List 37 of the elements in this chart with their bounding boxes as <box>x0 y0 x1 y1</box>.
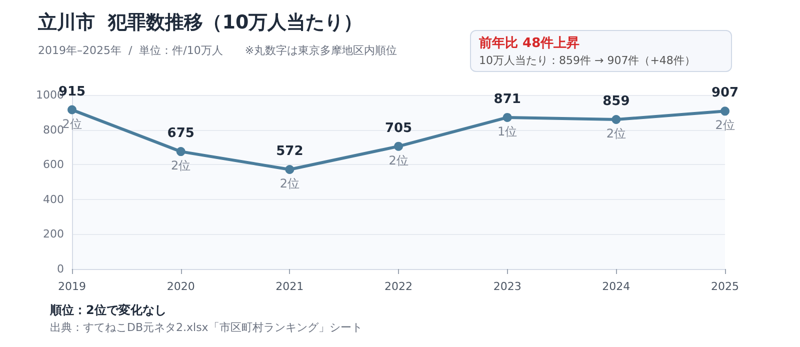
x-tick-label: 2019 <box>58 280 86 293</box>
y-tick-label: 800 <box>43 123 64 136</box>
x-tick-label: 2021 <box>276 280 304 293</box>
y-tick-label: 600 <box>43 158 64 172</box>
text: 順位：2位で変化なし <box>50 302 166 319</box>
point <box>68 105 76 114</box>
data-label: 871 <box>494 92 521 107</box>
x-tick-label: 2022 <box>384 280 412 293</box>
chart-title: 立川市 犯罪数推移（10万人当たり） <box>37 12 363 34</box>
data-label: 705 <box>384 120 412 136</box>
point <box>720 106 730 116</box>
y-tick-label: 0 <box>57 262 64 276</box>
data-label: 572 <box>276 144 304 159</box>
x-tick-label: 2020 <box>166 280 195 293</box>
point <box>285 164 294 174</box>
annotation: 1位 <box>498 124 518 138</box>
point <box>612 115 621 124</box>
x-tick-label: 2024 <box>602 280 630 293</box>
y-tick-label: 200 <box>43 228 64 241</box>
data-label: 907 <box>711 86 739 101</box>
data-label: 859 <box>602 94 630 110</box>
point <box>502 112 512 122</box>
x-tick-label: 2023 <box>493 280 522 293</box>
source-note: 出典：すてねこDB元ネタ2.xlsx「市区町村ランキング」シート <box>50 320 362 335</box>
annotation: 2位 <box>62 116 82 131</box>
point <box>176 147 186 156</box>
annotation: 2位 <box>280 176 300 190</box>
annotation: 2位 <box>388 153 408 168</box>
data-label: 675 <box>167 126 194 142</box>
callout-box: 前年比 48件上昇 10万人当たり：859件 → 907件（+48件） <box>470 30 732 72</box>
annotation: 2位 <box>171 158 191 173</box>
chart-subtitle: 2019年–2025年 / 単位：件/10万人 ※丸数字は東京多摩地区内順位 <box>38 44 398 57</box>
x-tick-label: 2025 <box>711 280 739 293</box>
y-tick-label: 400 <box>43 192 64 206</box>
point <box>394 142 403 151</box>
annotation: 2位 <box>715 118 735 132</box>
annotation: 2位 <box>606 126 626 141</box>
